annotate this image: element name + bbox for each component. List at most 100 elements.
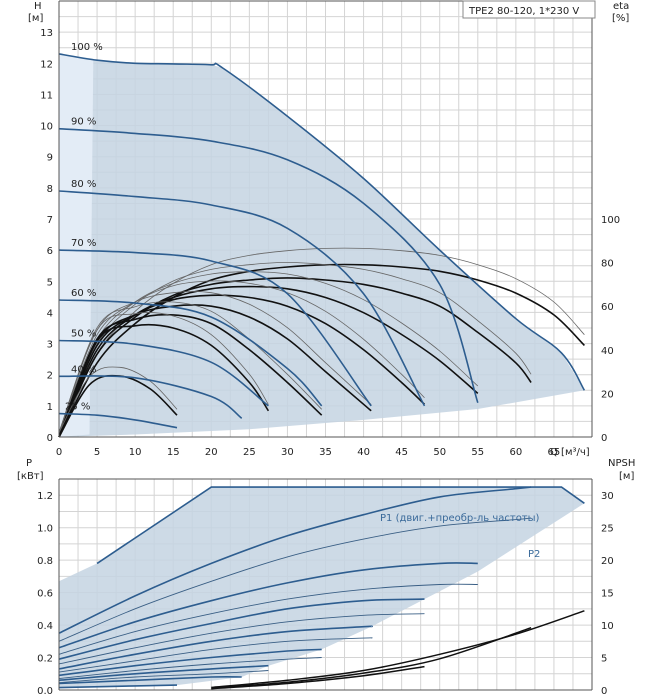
top-y-tick: 11 (40, 90, 53, 101)
x-tick: 55 (471, 447, 484, 458)
p1-curve (58, 648, 322, 677)
p1-curve (58, 486, 532, 634)
speed-curve-label: 25 % (65, 402, 90, 413)
top-y-unit: [м] (28, 13, 43, 24)
top-y-tick: 12 (40, 59, 53, 70)
efficiency-curve (58, 313, 323, 438)
speed-curve-label: 60 % (71, 288, 96, 299)
bot-y2-tick: 20 (601, 556, 614, 567)
bot-envelope (59, 487, 585, 689)
x-tick: 30 (281, 447, 294, 458)
bot-y-unit: [кВт] (17, 471, 44, 482)
p2-curve (58, 583, 478, 655)
top-y-tick: 1 (47, 402, 53, 413)
bot-y2-tick: 0 (601, 686, 607, 697)
top-y-tick: 0 (47, 433, 53, 444)
efficiency-curve (58, 294, 426, 438)
npsh-curve (211, 610, 585, 689)
p1-curve (58, 562, 478, 649)
efficiency-curve-secondary (58, 247, 585, 433)
x-tick: 20 (205, 447, 218, 458)
x-tick: 10 (129, 447, 142, 458)
speed-curve (58, 412, 178, 429)
bot-y2-tick: 5 (601, 654, 607, 665)
top-y2-label: eta (613, 1, 629, 12)
speed-curve (58, 299, 323, 407)
bot-y-tick: 1.0 (37, 524, 53, 535)
bot-y-tick: 0.2 (37, 654, 53, 665)
top-y-tick: 7 (47, 215, 53, 226)
top-y2-tick: 60 (601, 302, 614, 313)
p2-curve (58, 670, 269, 684)
bot-y-tick: 0.8 (37, 556, 53, 567)
speed-curve-label: 70 % (71, 238, 96, 249)
p1-curve (58, 684, 178, 689)
efficiency-curve-secondary (58, 271, 479, 433)
speed-curve (58, 127, 479, 403)
top-y-tick: 6 (47, 246, 53, 257)
x-tick: 0 (56, 447, 62, 458)
bot-y2-unit: [м] (619, 471, 634, 482)
p1-label: P1 (двиг.+преобр-ль частоты) (380, 513, 540, 524)
x-tick: 40 (357, 447, 370, 458)
speed-curve (58, 249, 372, 407)
p2-curve (58, 517, 532, 642)
top-y-tick: 8 (47, 184, 53, 195)
npsh-curve (211, 665, 425, 690)
efficiency-curve (58, 323, 270, 438)
power-chart: 0.0 0.2 0.4 0.6 0.8 1.0 1.2 0 5 10 15 20 25 30 (37, 478, 614, 697)
bot-y-tick: 0.4 (37, 621, 53, 632)
efficiency-curve-secondary (58, 261, 532, 433)
top-y-tick: 5 (47, 277, 53, 288)
x-tick: 45 (395, 447, 408, 458)
efficiency-curve-secondary (58, 366, 178, 433)
speed-curve (58, 53, 586, 391)
p1-curve (58, 675, 242, 685)
bot-y-tick: 0.0 (37, 686, 53, 697)
p2-label: P2 (528, 549, 540, 560)
top-y-tick: 4 (47, 308, 53, 319)
speed-curve-label: 50 % (71, 328, 96, 339)
top-y-tick: 3 (47, 340, 53, 351)
x-tick: 5 (94, 447, 100, 458)
efficiency-curve-secondary (58, 301, 322, 433)
npsh-curve (211, 626, 532, 689)
top-y2-tick: 80 (601, 259, 614, 270)
speed-curve-label: 90 % (71, 117, 96, 128)
top-y-tick: 13 (40, 28, 53, 39)
top-y2-tick: 0 (601, 433, 607, 444)
p2-curve (58, 637, 373, 673)
efficiency-curve (58, 277, 532, 438)
x-tick: 60 (509, 447, 522, 458)
bot-y2-tick: 25 (601, 524, 614, 535)
x-tick: 25 (243, 447, 256, 458)
bot-y2-tick: 10 (601, 621, 614, 632)
speed-curve-label: 100 % (71, 42, 103, 53)
top-y-tick: 2 (47, 371, 53, 382)
speed-curve (58, 339, 269, 407)
bot-y2-label: NPSH (608, 458, 635, 469)
x-tick: 50 (433, 447, 446, 458)
bot-y-tick: 0.6 (37, 589, 53, 600)
speed-curve-label: 80 % (71, 179, 96, 190)
speed-curve (58, 190, 426, 407)
p1-curve (58, 625, 373, 670)
top-y-label: H (34, 1, 42, 12)
top-y2-unit: [%] (612, 13, 629, 24)
top-y2-tick: 20 (601, 389, 614, 400)
p1-curve (58, 664, 269, 682)
bot-y2-tick: 30 (601, 491, 614, 502)
pump-model: TPE2 80-120, 1*230 V (468, 6, 579, 17)
top-y2-tick: 100 (601, 215, 620, 226)
pump-model-box (462, 0, 596, 19)
x-tick: 35 (319, 447, 332, 458)
top-envelope (59, 53, 585, 438)
top-y2-tick: 40 (601, 346, 614, 357)
top-y-tick: 9 (47, 153, 53, 164)
chart-labels: TPE2 80-120, 1*230 V H [м] eta [%] Q [м³… (17, 0, 635, 560)
x-tick: 65 (548, 447, 561, 458)
p2-curve (58, 657, 322, 680)
x-axis-label: Q [м³/ч] (550, 447, 590, 458)
p1-curve (58, 598, 425, 660)
